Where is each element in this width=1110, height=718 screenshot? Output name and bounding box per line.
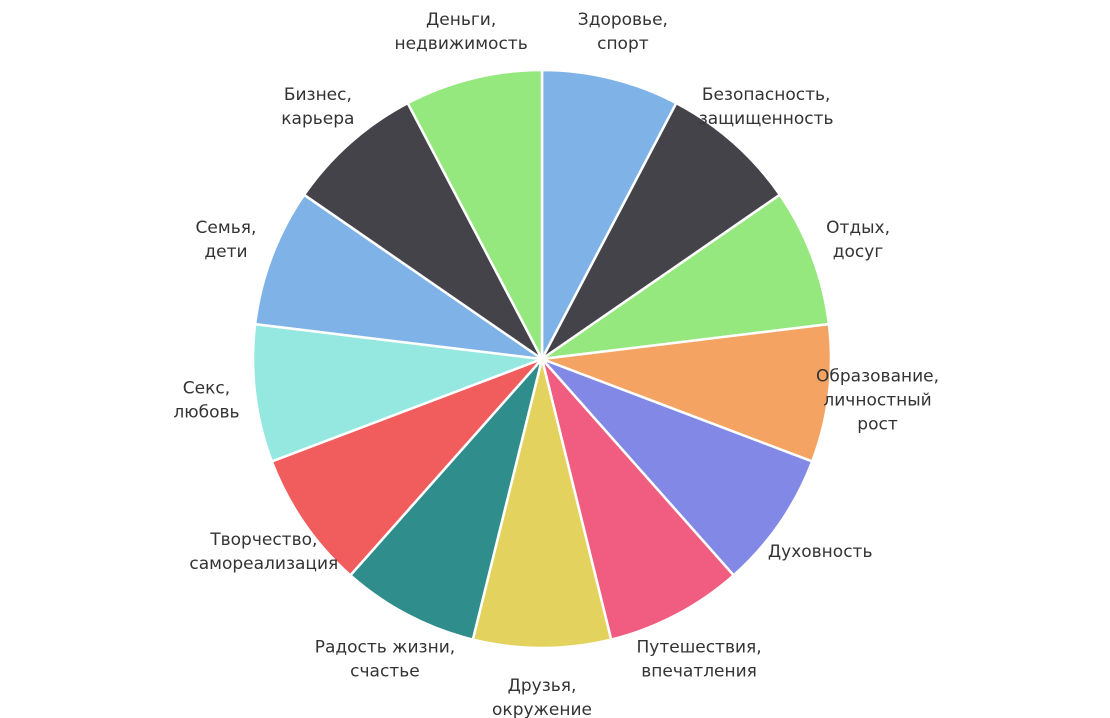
- pie-slice-label-0: Здоровье, спорт: [578, 10, 668, 54]
- pie-slice-label-5: Путешествия, впечатления: [636, 637, 761, 681]
- pie-slice-label-11: Бизнес, карьера: [281, 85, 354, 129]
- pie-slice-label-line: защищенность: [699, 109, 834, 129]
- pie-slice-label-2: Отдых, досуг: [826, 218, 890, 262]
- pie-slices: [251, 68, 833, 650]
- pie-slice-label-line: счастье: [350, 661, 420, 681]
- pie-slice-label-10: Семья, дети: [196, 218, 257, 262]
- pie-slice-label-line: Бизнес,: [284, 85, 352, 105]
- pie-slice-12[interactable]: [406, 68, 544, 361]
- pie-slice-5[interactable]: [540, 357, 735, 641]
- pie-slice-label-1: Безопасность, защищенность: [699, 85, 834, 129]
- pie-slice-label-line: дети: [204, 242, 247, 262]
- pie-slice-label-line: Путешествия,: [636, 637, 761, 657]
- pie-slice-label-line: спорт: [597, 34, 649, 54]
- pie-slice-label-line: досуг: [833, 242, 884, 262]
- pie-slice-label-line: недвижимость: [394, 34, 527, 54]
- pie-slice-label-line: впечатления: [641, 661, 757, 681]
- pie-slice-2[interactable]: [540, 193, 831, 361]
- pie-slice-label-line: Деньги,: [426, 10, 496, 30]
- pie-slice-11[interactable]: [302, 101, 544, 361]
- pie-slice-label-6: Друзья, окружение: [492, 676, 592, 718]
- pie-slice-0[interactable]: [540, 68, 678, 361]
- pie-slice-3[interactable]: [540, 322, 833, 463]
- pie-slice-label-line: Здоровье,: [578, 10, 668, 30]
- pie-slice-6[interactable]: [471, 357, 613, 650]
- pie-slice-label-line: Семья,: [196, 218, 257, 238]
- pie-slice-label-line: окружение: [492, 700, 592, 718]
- pie-slice-label-line: Духовность: [768, 542, 873, 562]
- pie-slice-1[interactable]: [540, 101, 782, 361]
- pie-slice-label-8: Творчество, самореализация: [189, 530, 338, 574]
- pie-slice-label-9: Секс, любовь: [173, 379, 239, 423]
- pie-labels: Здоровье, спорт Безопасность, защищенность О…: [173, 10, 939, 718]
- pie-slice-label-line: Творчество,: [209, 530, 317, 550]
- pie-slice-label-3: Образование, личностный рост: [816, 367, 939, 435]
- pie-slice-label-line: личностный: [823, 391, 931, 411]
- pie-slice-label-line: Безопасность,: [702, 85, 831, 105]
- pie-slice-label-line: карьера: [281, 109, 354, 129]
- pie-slice-label-7: Радость жизни, счастье: [315, 637, 455, 681]
- pie-slice-label-line: рост: [857, 415, 898, 435]
- pie-slice-9[interactable]: [251, 322, 544, 463]
- pie-slice-label-12: Деньги, недвижимость: [394, 10, 527, 54]
- pie-slice-label-line: Образование,: [816, 367, 939, 387]
- pie-slice-4[interactable]: [540, 357, 814, 577]
- pie-slice-7[interactable]: [349, 357, 544, 641]
- pie-slice-label-line: любовь: [173, 403, 239, 423]
- pie-slice-label-line: самореализация: [189, 554, 338, 574]
- pie-slice-label-4: Духовность: [768, 542, 873, 562]
- pie-slice-10[interactable]: [253, 193, 544, 361]
- pie-slice-8[interactable]: [270, 357, 544, 577]
- pie-slice-label-line: Отдых,: [826, 218, 890, 238]
- pie-slice-label-line: Секс,: [183, 379, 230, 399]
- pie-slice-label-line: Радость жизни,: [315, 637, 455, 657]
- pie-slice-label-line: Друзья,: [508, 676, 577, 696]
